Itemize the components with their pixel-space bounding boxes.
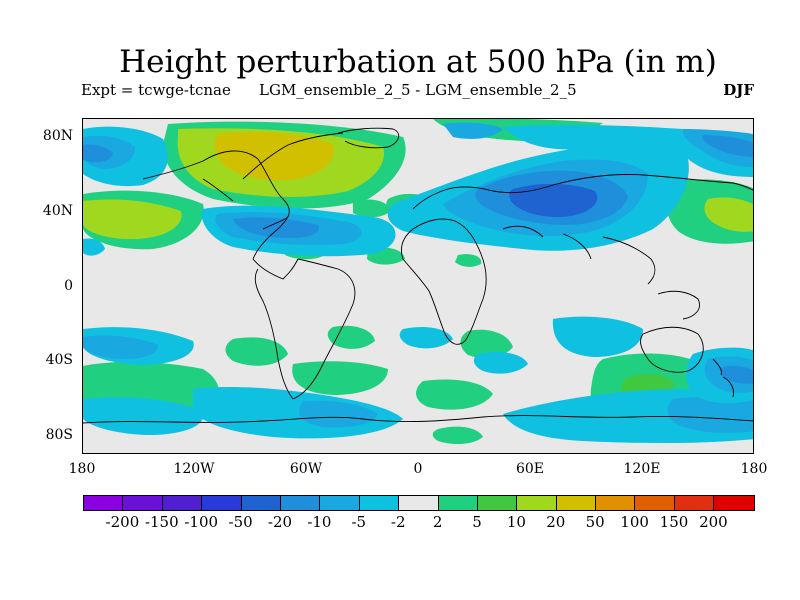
lat-tick-80n: 80N (42, 128, 73, 144)
colorbar-box (162, 496, 203, 510)
colorbar-box (320, 496, 360, 510)
comparison-label: LGM_ensemble_2_5 - LGM_ensemble_2_5 (259, 81, 577, 99)
colorbar-box (123, 496, 163, 510)
colorbar-label: 200 (699, 513, 728, 531)
height-perturbation-map (83, 119, 753, 445)
colorbar-label: 150 (659, 513, 689, 531)
colorbar-box (359, 496, 400, 510)
colorbar-box (674, 496, 715, 510)
colorbar-label: 50 (585, 513, 605, 531)
lon-tick-180w: 180 (68, 461, 96, 477)
colorbar-box (517, 496, 557, 510)
colorbar-box (438, 496, 478, 510)
colorbar-label: -200 (105, 513, 140, 531)
lat-tick-80s: 80S (45, 427, 73, 443)
lon-tick-120w: 120W (173, 461, 215, 477)
negative-anomaly-layer (83, 122, 753, 444)
colorbar-box (84, 496, 124, 510)
colorbar-label: -150 (144, 513, 179, 531)
colorbar-label: 20 (546, 513, 566, 531)
lon-tick-0: 0 (413, 461, 423, 477)
lon-tick-60w: 60W (289, 461, 323, 477)
colorbar-label: 10 (506, 513, 526, 531)
colorbar-label: 100 (620, 513, 649, 531)
experiment-label: Expt = tcwge-tcnae (81, 81, 231, 99)
colorbar-box (399, 496, 439, 510)
colorbar-label: -100 (184, 513, 219, 531)
lon-tick-60e: 60E (515, 461, 545, 477)
season-label: DJF (723, 81, 754, 99)
colorbar (83, 495, 755, 511)
map-panel (82, 118, 754, 454)
plot-title: Height perturbation at 500 hPa (in m) (119, 44, 717, 80)
colorbar-box (241, 496, 281, 510)
lat-tick-0: 0 (64, 278, 73, 294)
lon-tick-180e: 180 (740, 461, 768, 477)
colorbar-box (202, 496, 242, 510)
colorbar-box (596, 496, 636, 510)
colorbar-box (635, 496, 675, 510)
colorbar-label: -50 (228, 513, 253, 531)
colorbar-box (714, 496, 754, 510)
coastlines (83, 127, 753, 424)
colorbar-box (280, 496, 321, 510)
lat-tick-40n: 40N (42, 203, 73, 219)
colorbar-label: 2 (432, 513, 443, 531)
colorbar-label: -20 (267, 513, 293, 531)
colorbar-label: 5 (472, 513, 482, 531)
lat-tick-40s: 40S (45, 352, 73, 368)
lon-tick-120e: 120E (623, 461, 661, 477)
colorbar-box (556, 496, 597, 510)
colorbar-label: -5 (351, 513, 367, 531)
colorbar-label: -10 (307, 513, 332, 531)
colorbar-label: -2 (390, 513, 406, 531)
colorbar-box (477, 496, 518, 510)
